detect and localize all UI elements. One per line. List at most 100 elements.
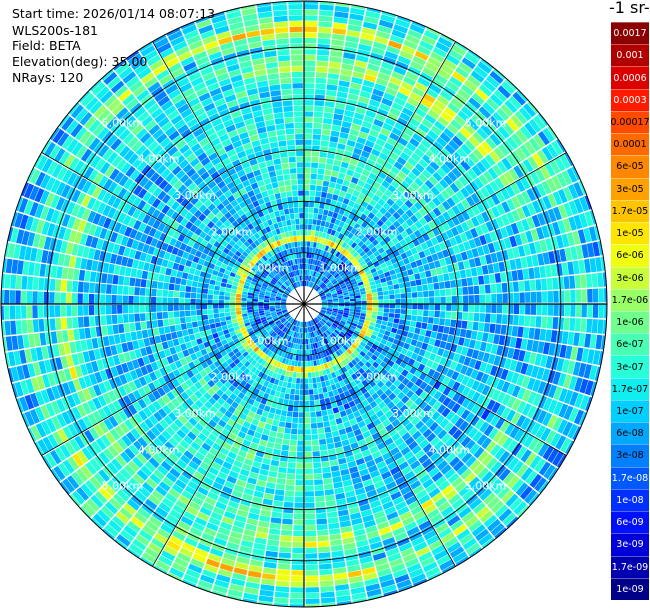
range-gate-cell (363, 208, 371, 216)
range-gate-cell (459, 328, 467, 338)
range-gate-cell (322, 277, 327, 283)
range-gate-cell (372, 296, 378, 300)
range-gate-cell (327, 228, 333, 235)
range-gate-cell (333, 436, 341, 443)
range-gate-cell (373, 250, 380, 257)
range-gate-cell (423, 214, 432, 223)
range-gate-cell (308, 275, 312, 282)
range-gate-cell (355, 254, 362, 261)
range-gate-cell (381, 61, 395, 71)
range-gate-cell (394, 293, 401, 299)
range-gate-cell (360, 32, 375, 41)
range-gate-cell (417, 291, 423, 298)
range-gate-cell (305, 598, 320, 604)
range-gate-cell (270, 459, 280, 467)
range-gate-cell (409, 232, 417, 241)
range-gate-cell (304, 395, 310, 401)
range-gate-cell (400, 230, 409, 239)
range-gate-cell (202, 314, 209, 320)
range-gate-cell (315, 83, 326, 90)
range-gate-cell (570, 304, 576, 317)
range-gate-cell (361, 300, 367, 304)
range-gate-cell (413, 201, 423, 211)
range-gate-cell (185, 286, 192, 293)
range-gate-cell (304, 196, 310, 202)
range-gate-cell (318, 290, 324, 295)
range-gate-cell (128, 313, 135, 323)
range-gate-cell (366, 307, 373, 311)
range-gate-cell (412, 267, 419, 274)
range-gate-cell (581, 304, 587, 318)
range-gate-cell (273, 414, 281, 421)
range-gate-cell (513, 315, 519, 326)
range-gate-cell (451, 288, 457, 296)
range-gate-cell (532, 152, 544, 167)
range-gate-cell (444, 280, 451, 289)
range-gate-cell (168, 290, 174, 298)
range-gate-cell (405, 218, 414, 227)
range-gate-cell (442, 211, 451, 221)
range-gate-cell (304, 361, 308, 367)
range-gate-cell (305, 575, 319, 582)
range-gate-cell (329, 268, 335, 274)
range-gate-cell (327, 443, 335, 450)
range-gate-cell (287, 376, 293, 383)
range-gate-cell (357, 161, 366, 169)
range-gate-cell (380, 324, 387, 330)
range-gate-cell (414, 327, 421, 335)
range-gate-cell (527, 156, 539, 170)
range-gate-cell (522, 159, 534, 173)
range-gate-cell (340, 126, 350, 134)
range-gate-cell (353, 147, 363, 156)
range-gate-cell (585, 273, 593, 288)
range-gate-cell (381, 180, 390, 189)
range-gate-cell (281, 410, 287, 417)
range-gate-cell (185, 310, 191, 317)
range-gate-cell (111, 294, 117, 304)
range-gate-cell (361, 221, 368, 229)
range-gate-cell (376, 319, 382, 325)
range-gate-cell (371, 288, 377, 293)
range-gate-cell (274, 391, 281, 398)
range-gate-cell (213, 290, 220, 295)
range-gate-cell (511, 133, 523, 147)
range-gate-cell (439, 289, 446, 297)
range-gate-cell (279, 392, 285, 399)
range-gate-cell (5, 258, 13, 274)
range-gate-cell (123, 323, 130, 333)
range-gate-cell (352, 71, 365, 79)
range-gate-cell (331, 124, 341, 132)
range-gate-cell (476, 161, 487, 173)
range-gate-cell (190, 304, 196, 310)
range-gate-cell (260, 584, 275, 592)
range-gate-cell (400, 180, 410, 190)
range-gate-cell (434, 296, 441, 304)
range-gate-cell (252, 309, 259, 312)
range-gate-cell (597, 319, 604, 334)
range-gate-cell (37, 291, 44, 304)
range-gate-cell (436, 136, 448, 148)
range-gate-cell (347, 232, 354, 239)
range-gate-cell (179, 291, 185, 298)
range-gate-cell (326, 240, 332, 247)
range-gate-cell (389, 107, 401, 117)
range-gate-cell (304, 179, 310, 185)
range-gate-cell (224, 308, 230, 313)
range-gate-cell (286, 416, 293, 423)
range-gate-cell (471, 114, 484, 127)
range-gate-cell (215, 280, 221, 287)
range-gate-cell (383, 312, 389, 317)
range-gate-cell (441, 265, 449, 274)
range-gate-cell (350, 242, 357, 249)
range-gate-cell (176, 330, 183, 338)
range-gate-cell (284, 490, 295, 497)
range-gate-cell (389, 294, 395, 300)
range-gate-cell (546, 278, 553, 290)
range-gate-cell (328, 285, 334, 290)
range-gate-cell (361, 263, 368, 270)
range-gate-cell (275, 437, 283, 445)
range-gate-cell (344, 110, 355, 118)
range-gate-cell (398, 282, 405, 289)
range-gate-cell (167, 304, 174, 312)
range-gate-cell (408, 274, 415, 281)
